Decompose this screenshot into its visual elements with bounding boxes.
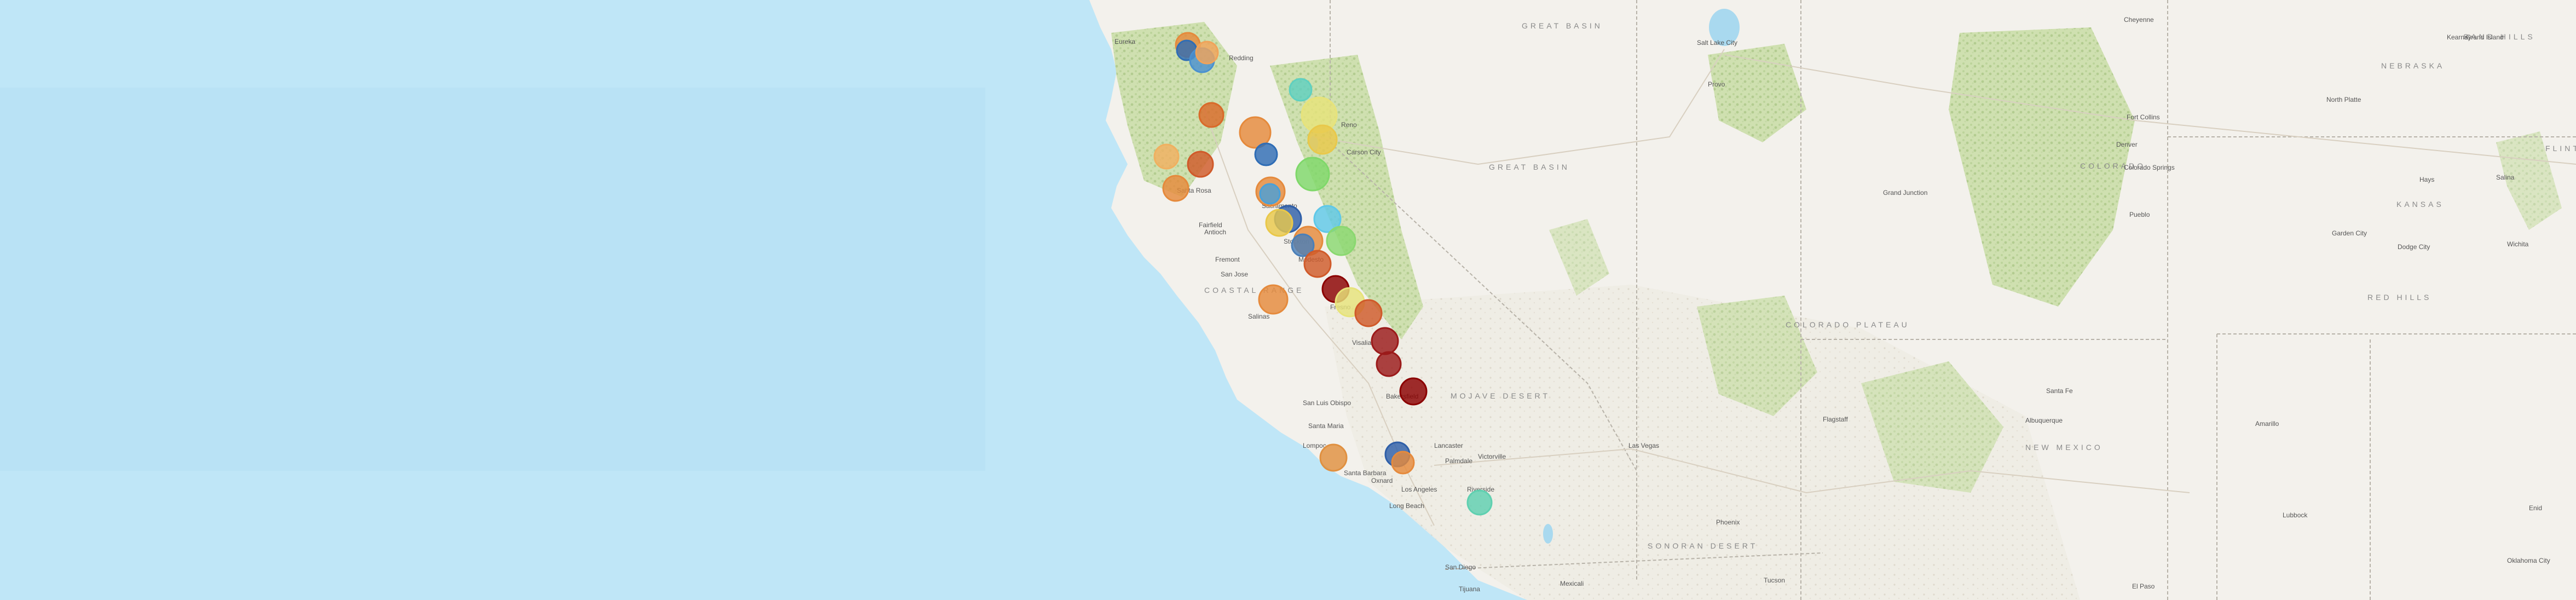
map-marker[interactable] bbox=[1265, 209, 1293, 237]
region-label: COLORADO PLATEAU bbox=[1786, 320, 1910, 329]
map-marker[interactable] bbox=[1198, 102, 1225, 128]
city-label: Grand Island bbox=[2466, 33, 2504, 41]
city-label: Oxnard bbox=[1371, 477, 1393, 484]
city-label: Albuquerque bbox=[2025, 417, 2063, 424]
city-label: Tijuana bbox=[1459, 585, 1480, 593]
city-labels: Eureka Redding Reno Carson City Sacramen… bbox=[1114, 16, 2550, 593]
map-marker[interactable] bbox=[1303, 250, 1332, 278]
salton-sea bbox=[1543, 524, 1553, 544]
city-label: Las Vegas bbox=[1628, 442, 1659, 449]
city-label: Dodge City bbox=[2398, 243, 2430, 251]
city-label: Redding bbox=[1229, 54, 1254, 62]
region-label: COASTAL RANGE bbox=[1204, 286, 1304, 295]
city-label: El Paso bbox=[2132, 582, 2155, 590]
city-label: Salina bbox=[2496, 174, 2515, 181]
city-label: Los Angeles bbox=[1401, 486, 1437, 493]
region-label: NEW MEXICO bbox=[2025, 443, 2103, 452]
city-label: Provo bbox=[1708, 80, 1725, 88]
map-marker[interactable] bbox=[1291, 233, 1315, 257]
city-label: Fort Collins bbox=[2127, 113, 2160, 121]
city-label: Pueblo bbox=[2129, 211, 2150, 218]
city-label: Denver bbox=[2116, 141, 2138, 148]
city-label: San Jose bbox=[1221, 270, 1248, 278]
region-label: SONORAN DESERT bbox=[1648, 541, 1758, 550]
region-label: MOJAVE DESERT bbox=[1451, 391, 1550, 400]
region-label: GREAT BASIN bbox=[1489, 163, 1570, 171]
city-label: Santa Maria bbox=[1308, 422, 1344, 430]
map-marker[interactable] bbox=[1371, 327, 1399, 355]
map-marker[interactable] bbox=[1162, 175, 1189, 202]
map-marker[interactable] bbox=[1153, 143, 1180, 170]
city-label: San Luis Obispo bbox=[1303, 399, 1351, 407]
map-marker[interactable] bbox=[1391, 451, 1415, 475]
map-marker[interactable] bbox=[1399, 377, 1428, 406]
city-label: Mexicali bbox=[1560, 580, 1584, 587]
map-marker[interactable] bbox=[1466, 489, 1493, 516]
city-label: Colorado Springs bbox=[2124, 164, 2175, 171]
map-marker[interactable] bbox=[1289, 78, 1313, 102]
city-label: Enid bbox=[2529, 504, 2542, 512]
city-label: Lubbock bbox=[2283, 511, 2308, 519]
city-label: Wichita bbox=[2507, 240, 2529, 248]
city-label: Carson City bbox=[1347, 148, 1381, 156]
city-label: San Diego bbox=[1445, 563, 1476, 571]
city-label: Lompoc bbox=[1303, 442, 1326, 449]
city-label: Garden City bbox=[2332, 229, 2367, 237]
map-marker[interactable] bbox=[1258, 284, 1289, 315]
region-label: NEBRASKA bbox=[2381, 61, 2445, 70]
map-marker[interactable] bbox=[1187, 151, 1214, 178]
city-label: Grand Junction bbox=[1883, 189, 1927, 197]
map-marker[interactable] bbox=[1319, 443, 1348, 472]
region-label: RED HILLS bbox=[2367, 293, 2431, 302]
city-label: Phoenix bbox=[1716, 518, 1740, 526]
city-label: Amarillo bbox=[2255, 420, 2279, 428]
city-label: Santa Barbara bbox=[1344, 469, 1387, 477]
city-label: Santa Fe bbox=[2046, 387, 2073, 395]
region-label: COLORADO bbox=[2080, 161, 2146, 170]
region-label: SAND HILLS bbox=[2463, 32, 2535, 41]
city-label: Kearney bbox=[2447, 33, 2471, 41]
city-label: Oklahoma City bbox=[2507, 557, 2550, 564]
map-marker[interactable] bbox=[1307, 124, 1338, 155]
city-label: Fairfield bbox=[1199, 221, 1222, 229]
city-label: Palmdale bbox=[1445, 457, 1472, 465]
state-borders bbox=[1330, 0, 2576, 600]
city-label: North Platte bbox=[2326, 96, 2361, 103]
region-label: KANSAS bbox=[2396, 200, 2444, 209]
markers-layer bbox=[1153, 32, 1493, 516]
city-label: Eureka bbox=[1114, 38, 1135, 45]
city-label: Victorville bbox=[1478, 453, 1506, 460]
region-label: FLINT bbox=[2545, 144, 2576, 153]
map-marker[interactable] bbox=[1376, 351, 1402, 377]
map-marker[interactable] bbox=[1295, 157, 1330, 192]
city-label: Fremont bbox=[1215, 256, 1240, 263]
city-label: Hays bbox=[2419, 176, 2434, 183]
city-label: Salt Lake City bbox=[1697, 39, 1737, 47]
map-marker[interactable] bbox=[1313, 205, 1342, 233]
city-label: Reno bbox=[1341, 121, 1357, 129]
city-label: Antioch bbox=[1204, 228, 1226, 236]
map-marker[interactable] bbox=[1195, 41, 1219, 65]
region-label: GREAT BASIN bbox=[1522, 21, 1603, 30]
desert-region bbox=[1325, 285, 2080, 600]
city-label: Cheyenne bbox=[2124, 16, 2154, 24]
map-marker[interactable] bbox=[1354, 299, 1383, 327]
map-marker[interactable] bbox=[1254, 142, 1278, 166]
city-label: Visalia bbox=[1352, 339, 1371, 347]
ocean-deep-band bbox=[0, 88, 985, 471]
great-salt-lake bbox=[1709, 9, 1740, 46]
map-marker[interactable] bbox=[1259, 183, 1281, 205]
city-label: Tucson bbox=[1764, 576, 1785, 584]
map-marker[interactable] bbox=[1239, 116, 1272, 149]
city-label: Flagstaff bbox=[1823, 416, 1848, 423]
map-marker[interactable] bbox=[1326, 226, 1356, 256]
city-label: Lancaster bbox=[1434, 442, 1463, 449]
city-label: Salinas bbox=[1248, 313, 1269, 320]
city-label: Long Beach bbox=[1389, 502, 1424, 510]
